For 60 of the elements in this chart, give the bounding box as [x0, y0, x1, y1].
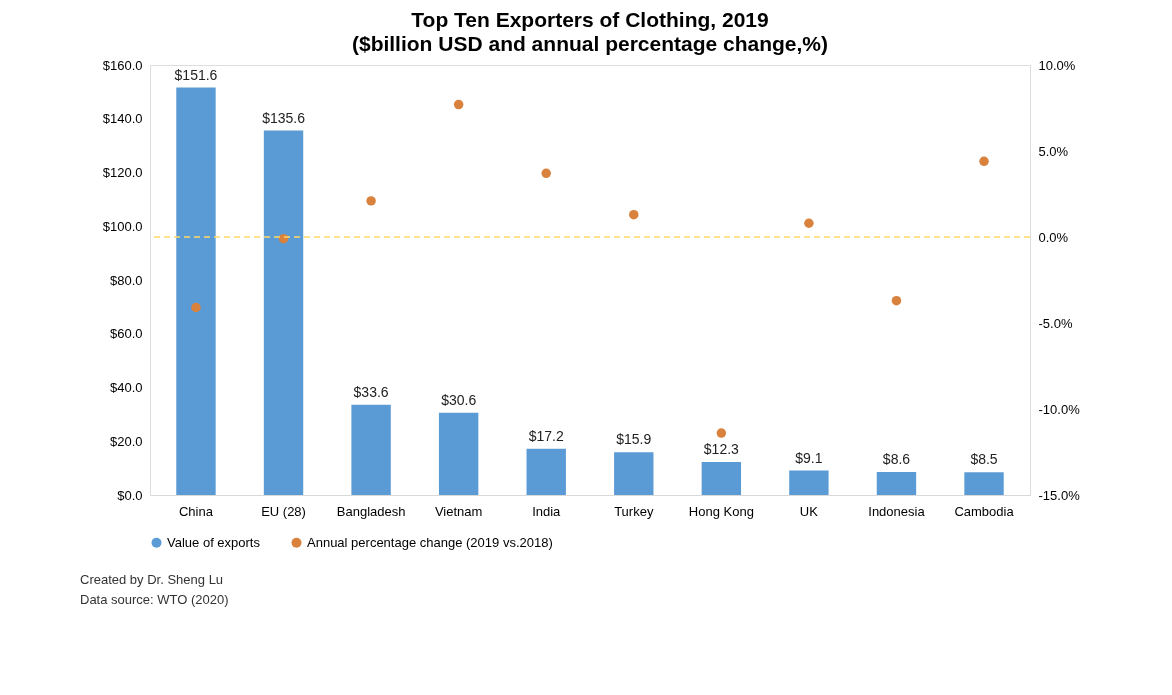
point: [541, 168, 551, 179]
x-tick-label: China: [178, 503, 214, 519]
source-note: Data source: WTO (2020): [80, 592, 229, 607]
point: [716, 428, 727, 438]
point: [979, 156, 989, 167]
x-tick-label: UK: [799, 503, 819, 519]
bar: [176, 87, 216, 495]
data-label: $8.6: [882, 450, 911, 467]
y2-tick-label: -5.0%: [1038, 315, 1073, 331]
bar: [351, 404, 391, 495]
point: [804, 218, 814, 228]
point: [629, 209, 639, 220]
x-tick-label: EU (28): [261, 503, 306, 519]
chart-title: Top Ten Exporters of Clothing, 2019: [411, 8, 769, 31]
x-tick-label: India: [532, 503, 562, 519]
bar: [614, 452, 654, 495]
bar: [526, 448, 566, 495]
x-tick-label: Indonesia: [868, 503, 926, 519]
data-label: $135.6: [262, 109, 306, 126]
data-label: $15.9: [616, 431, 652, 448]
y-tick-label: $160.0: [102, 57, 143, 73]
x-tick-label: Turkey: [614, 503, 654, 519]
y-tick-label: $80.0: [109, 272, 143, 288]
data-label: $151.6: [174, 66, 218, 83]
bar: [438, 412, 479, 495]
chart-subtitle: ($billion USD and annual percentage change,%): [351, 32, 829, 55]
y2-tick-label: 5.0%: [1038, 143, 1069, 159]
bar: [701, 461, 742, 495]
data-label: $9.1: [795, 449, 823, 466]
bar: [789, 470, 829, 495]
x-tick-label: Vietnam: [434, 503, 483, 519]
point: [191, 302, 201, 313]
y-tick-label: $0.0: [117, 487, 143, 503]
x-tick-label: Hong Kong: [688, 503, 754, 519]
legend-label: Annual percentage change (2019 vs.2018): [307, 534, 553, 550]
point: [366, 196, 376, 206]
y-tick-label: $60.0: [109, 326, 143, 342]
point: [453, 99, 464, 110]
y-tick-label: $20.0: [109, 433, 143, 449]
data-label: $12.3: [703, 440, 740, 457]
y-tick-label: $40.0: [109, 380, 143, 395]
x-tick-label: Bangladesh: [336, 503, 406, 519]
data-label: $8.5: [970, 451, 998, 468]
data-label: $17.2: [528, 427, 564, 444]
y2-tick-label: -15.0%: [1038, 487, 1081, 503]
text: Created by Dr. Sheng Lu: [80, 572, 224, 587]
y-tick-label: $140.0: [102, 111, 143, 127]
y-tick-label: $120.0: [102, 165, 143, 180]
y2-tick-label: -10.0%: [1038, 401, 1081, 417]
bar: [876, 471, 917, 495]
data-label: $33.6: [353, 383, 389, 400]
data-label: $30.6: [441, 391, 477, 408]
y2-tick-label: 0.0%: [1038, 229, 1069, 245]
y2-tick-label: 10.0%: [1038, 57, 1076, 73]
bar: [263, 130, 304, 495]
legend-label: Value of exports: [167, 534, 261, 550]
bar: [964, 472, 1004, 495]
y-tick-label: $100.0: [102, 218, 143, 234]
x-tick-label: Cambodia: [954, 503, 1015, 519]
point: [891, 295, 902, 306]
